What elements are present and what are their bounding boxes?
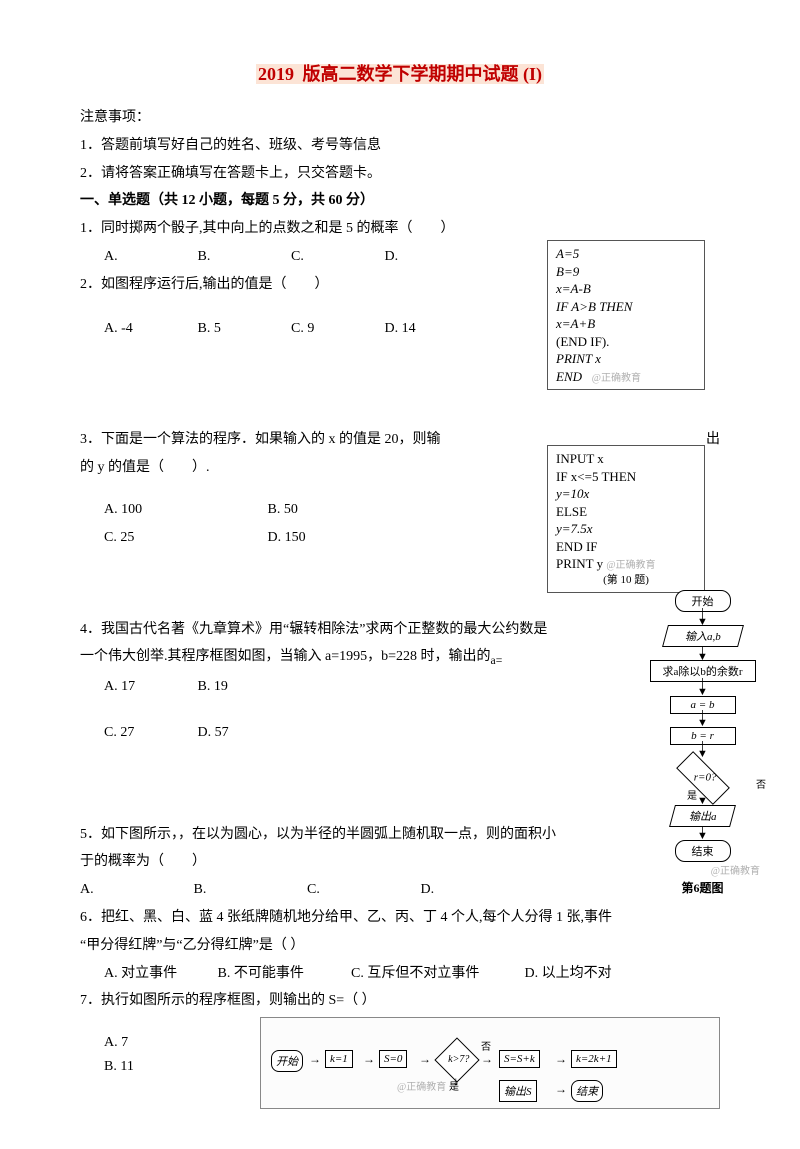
watermark: @正确教育 bbox=[397, 1078, 446, 1093]
opt-d[interactable]: D. 14 bbox=[385, 317, 475, 341]
flow7-out: 输出S bbox=[499, 1080, 537, 1102]
question-6: 6．把红、黑、白、蓝 4 张纸牌随机地分给甲、乙、丙、丁 4 个人,每个人分得 … bbox=[80, 906, 720, 930]
question-2-code: A=5 B=9 x=A-B IF A>B THEN x=A+B (END IF)… bbox=[547, 240, 705, 390]
opt-c[interactable]: C. 27 bbox=[104, 721, 194, 745]
section-1-heading: 一、单选题（共 12 小题，每题 5 分，共 60 分） bbox=[80, 189, 720, 213]
page-title: 2019 版高二数学下学期期中试题 (I) bbox=[80, 60, 720, 86]
question-3-code: INPUT x IF x<=5 THEN y=10x ELSE y=7.5x E… bbox=[547, 445, 705, 593]
question-6-options: A. 对立事件 B. 不可能事件 C. 互斥但不对立事件 D. 以上均不对 bbox=[80, 962, 720, 986]
opt-a[interactable]: A. bbox=[80, 878, 190, 902]
flow-input: 输入a,b bbox=[662, 625, 744, 647]
opt-c[interactable]: C. 25 bbox=[104, 526, 264, 550]
flow-end: 结束 bbox=[675, 840, 731, 862]
watermark: @正确教育 bbox=[645, 862, 760, 877]
question-4-options-row2: C. 27 D. 57 bbox=[80, 721, 720, 745]
opt-d[interactable]: D. 以上均不对 bbox=[525, 962, 612, 986]
question-4-cont: 一个伟大创举.其程序框图如图，当输入 a=1995，b=228 时，输出的a= bbox=[80, 645, 720, 671]
opt-d[interactable]: D. bbox=[385, 245, 475, 269]
opt-a[interactable]: A. 对立事件 bbox=[104, 962, 214, 986]
opt-b[interactable]: B. 不可能事件 bbox=[218, 962, 348, 986]
question-7-flowchart: 开始 → k=1 → S=0 → k>7? 否 是 → S=S+k → k=2k… bbox=[260, 1017, 720, 1109]
opt-d[interactable]: D. 57 bbox=[198, 721, 288, 745]
question-4: 4．我国古代名著《九章算术》用“辗转相除法”求两个正整数的最大公约数是 bbox=[80, 618, 720, 642]
opt-c[interactable]: C. bbox=[291, 245, 381, 269]
watermark: @正确教育 bbox=[592, 373, 641, 384]
opt-d[interactable]: D. bbox=[421, 878, 531, 902]
notice-1: 1．答题前填写好自己的姓名、班级、考号等信息 bbox=[80, 134, 720, 158]
opt-a[interactable]: A. 100 bbox=[104, 498, 264, 522]
opt-d[interactable]: D. 150 bbox=[268, 526, 428, 550]
flow7-start: 开始 bbox=[271, 1050, 303, 1072]
flow7-k2: k=2k+1 bbox=[571, 1050, 617, 1068]
opt-b[interactable]: B. 11 bbox=[104, 1055, 194, 1079]
opt-b[interactable]: B. 19 bbox=[198, 675, 288, 699]
question-1: 1．同时掷两个骰子,其中向上的点数之和是 5 的概率（ ） bbox=[80, 217, 720, 241]
opt-a[interactable]: A. 7 bbox=[104, 1031, 194, 1055]
notice-2: 2．请将答案正确填写在答题卡上，只交答题卡。 bbox=[80, 162, 720, 186]
question-5-options: A. B. C. D. bbox=[80, 878, 720, 902]
opt-c[interactable]: C. 9 bbox=[291, 317, 381, 341]
flowchart-caption: 第6题图 bbox=[645, 879, 760, 896]
opt-b[interactable]: B. 5 bbox=[198, 317, 288, 341]
flow7-k1: k=1 bbox=[325, 1050, 353, 1068]
opt-a[interactable]: A. 17 bbox=[104, 675, 194, 699]
question-5: 5．如下图所示，，在以为圆心，以为半径的半圆弧上随机取一点，则的面积小 bbox=[80, 823, 720, 847]
question-6-cont: “甲分得红牌”与“乙分得红牌”是（ ） bbox=[80, 934, 720, 958]
flow7-s0: S=0 bbox=[379, 1050, 407, 1068]
question-5-cont: 于的概率为（ ） bbox=[80, 850, 720, 874]
opt-b[interactable]: B. bbox=[194, 878, 304, 902]
watermark: @正确教育 bbox=[606, 560, 655, 571]
notice-heading: 注意事项： bbox=[80, 106, 720, 130]
question-4-options-row1: A. 17 B. 19 bbox=[80, 675, 720, 699]
question-7-options: A. 7 B. 11 bbox=[80, 1031, 240, 1079]
flow7-upd: S=S+k bbox=[499, 1050, 540, 1068]
opt-b[interactable]: B. bbox=[198, 245, 288, 269]
flow-output: 输出a bbox=[669, 805, 736, 827]
opt-a[interactable]: A. bbox=[104, 245, 194, 269]
question-4-flowchart: 开始 │▼ 输入a,b │▼ 求a除以b的余数r │▼ a = b │▼ b =… bbox=[645, 590, 760, 896]
opt-a[interactable]: A. -4 bbox=[104, 317, 194, 341]
opt-b[interactable]: B. 50 bbox=[268, 498, 428, 522]
flow7-end: 结束 bbox=[571, 1080, 603, 1102]
opt-c[interactable]: C. bbox=[307, 878, 417, 902]
question-7: 7．执行如图所示的程序框图，则输出的 S=（ ） bbox=[80, 989, 720, 1013]
opt-c[interactable]: C. 互斥但不对立事件 bbox=[351, 962, 521, 986]
